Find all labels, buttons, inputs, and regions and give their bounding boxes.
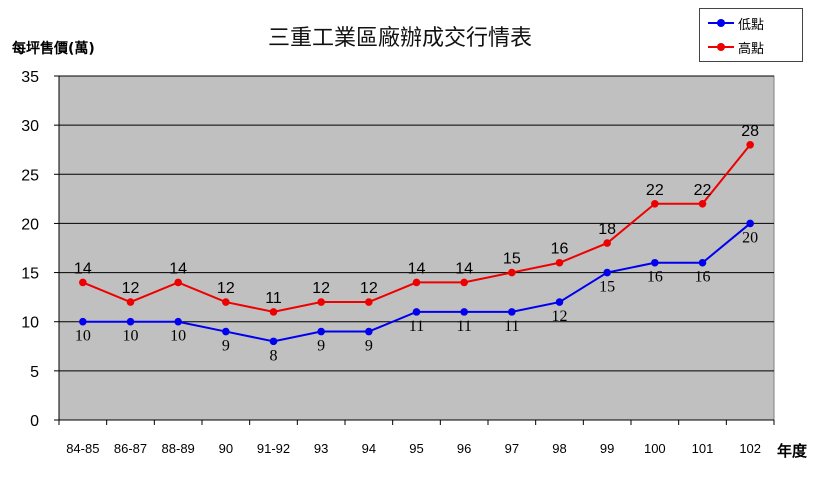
x-tick-label: 100 xyxy=(644,441,666,456)
legend-marker-high xyxy=(717,43,725,51)
data-label-high: 14 xyxy=(74,260,92,277)
data-label-high: 16 xyxy=(551,241,569,258)
data-point-low xyxy=(317,327,325,336)
data-point-low xyxy=(412,308,421,316)
data-point-low xyxy=(269,337,278,346)
legend-label-high: 高點 xyxy=(738,42,765,57)
data-label-low: 9 xyxy=(222,338,230,355)
plot-background xyxy=(58,75,775,421)
data-label-low: 16 xyxy=(647,269,663,286)
data-point-high xyxy=(79,278,87,287)
data-point-high xyxy=(746,141,754,149)
data-label-low: 11 xyxy=(456,318,471,335)
data-point-low xyxy=(126,317,135,326)
x-tick-label: 94 xyxy=(362,441,376,456)
y-tick-label: 35 xyxy=(21,69,39,86)
data-point-high xyxy=(365,298,373,306)
x-tick-label: 93 xyxy=(314,441,328,456)
x-tick-label: 102 xyxy=(739,441,761,456)
data-point-low xyxy=(651,258,659,267)
data-point-low xyxy=(222,327,230,336)
data-label-low: 9 xyxy=(365,338,373,355)
data-label-high: 22 xyxy=(694,182,712,199)
legend-item-low: 低點 xyxy=(700,12,802,34)
data-point-low xyxy=(555,298,564,306)
x-tick-label: 90 xyxy=(219,441,233,456)
data-point-high xyxy=(222,298,230,306)
data-label-high: 22 xyxy=(646,182,664,199)
legend-item-high: 高點 xyxy=(700,36,802,58)
data-point-high xyxy=(603,239,611,247)
x-tick-label: 91-92 xyxy=(257,441,290,456)
x-tick-label: 96 xyxy=(457,441,471,456)
y-tick-label: 20 xyxy=(21,216,39,233)
data-point-high xyxy=(174,278,182,287)
y-tick-label: 15 xyxy=(21,266,39,283)
legend-marker-low xyxy=(717,19,725,27)
data-label-low: 20 xyxy=(742,229,758,246)
data-label-low: 11 xyxy=(504,318,519,335)
data-label-high: 12 xyxy=(360,280,378,297)
data-point-low xyxy=(698,258,707,267)
data-label-low: 11 xyxy=(409,318,424,335)
data-label-low: 15 xyxy=(599,279,615,296)
data-label-high: 18 xyxy=(598,221,616,238)
x-tick-label: 97 xyxy=(505,441,519,456)
chart-title: 三重工業區廠辦成交行情表 xyxy=(267,26,532,51)
data-point-high xyxy=(698,199,707,208)
data-point-low xyxy=(365,327,373,336)
legend-label-low: 低點 xyxy=(738,18,765,33)
data-label-low: 9 xyxy=(317,338,325,355)
data-point-low xyxy=(746,219,754,228)
x-tick-label: 95 xyxy=(409,441,423,456)
data-label-high: 12 xyxy=(217,280,235,297)
data-point-high xyxy=(317,298,325,306)
y-tick-label: 10 xyxy=(21,315,39,332)
data-point-high xyxy=(126,298,135,306)
data-point-low xyxy=(79,317,87,326)
legend: 低點 高點 xyxy=(699,8,803,62)
data-label-low: 12 xyxy=(552,308,568,325)
data-point-high xyxy=(555,258,564,267)
data-point-low xyxy=(174,317,182,326)
x-axis-label: 年度 xyxy=(777,442,808,460)
data-point-low xyxy=(603,268,611,277)
data-point-high xyxy=(269,308,278,316)
data-label-high: 11 xyxy=(265,290,282,307)
data-point-high xyxy=(460,278,468,287)
x-tick-label: 98 xyxy=(552,441,566,456)
data-point-low xyxy=(508,308,516,316)
y-tick-label: 5 xyxy=(30,364,39,381)
data-point-high xyxy=(412,278,421,287)
data-label-high: 28 xyxy=(741,123,759,140)
x-tick-label: 101 xyxy=(692,441,714,456)
data-label-high: 14 xyxy=(408,260,426,277)
data-label-high: 12 xyxy=(122,280,140,297)
x-tick-label: 99 xyxy=(600,441,614,456)
data-label-high: 12 xyxy=(312,280,330,297)
y-tick-label: 0 xyxy=(30,413,39,430)
data-point-high xyxy=(508,268,516,277)
data-label-low: 10 xyxy=(75,328,91,345)
data-label-high: 14 xyxy=(169,260,187,277)
y-axis-label: 每坪售價(萬) xyxy=(12,41,95,57)
data-label-low: 16 xyxy=(695,269,711,286)
data-label-low: 10 xyxy=(123,328,139,345)
x-tick-label: 84-85 xyxy=(66,441,99,456)
data-label-low: 8 xyxy=(270,347,278,364)
data-point-high xyxy=(651,199,659,208)
data-point-low xyxy=(460,308,468,316)
data-label-high: 14 xyxy=(455,260,473,277)
x-tick-label: 86-87 xyxy=(114,441,147,456)
data-label-low: 10 xyxy=(170,328,186,345)
y-tick-label: 25 xyxy=(21,167,39,184)
y-tick-label: 30 xyxy=(21,118,39,135)
data-label-high: 15 xyxy=(503,251,521,268)
x-tick-label: 88-89 xyxy=(162,441,195,456)
